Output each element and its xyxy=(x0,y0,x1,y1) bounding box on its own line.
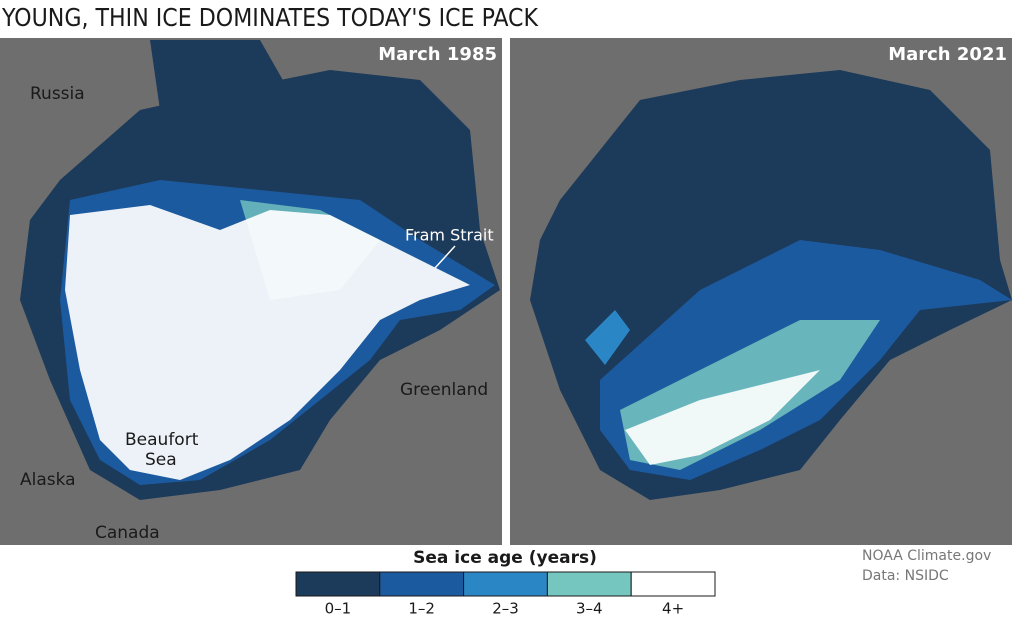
legend-title: Sea ice age (years) xyxy=(413,548,597,568)
legend-label: 1–2 xyxy=(408,600,435,618)
place-label: Alaska xyxy=(20,470,76,490)
legend-swatch xyxy=(379,571,465,597)
ice-4-plus xyxy=(65,205,470,480)
ice-2-3 xyxy=(585,310,630,365)
legend-label: 2–3 xyxy=(492,600,519,618)
place-label: Russia xyxy=(30,84,85,104)
map-1985: Russia Fram Strait Greenland Beaufort Se… xyxy=(0,38,502,545)
credit: Data: NSIDC xyxy=(862,568,949,584)
legend-swatch xyxy=(546,571,632,597)
legend-swatch xyxy=(630,571,716,597)
ice-4-plus xyxy=(625,370,820,465)
legend-label: 4+ xyxy=(662,600,684,618)
legend-swatch xyxy=(463,571,548,597)
place-label: Beaufort xyxy=(125,430,199,450)
place-label: Sea xyxy=(145,450,177,470)
legend: Sea ice age (years) 0–1 1–2 2–3 3–4 4+ xyxy=(295,548,716,618)
map-2021: March 2021 xyxy=(510,38,1012,545)
panel-label: March 1985 xyxy=(378,44,497,65)
panel-label: March 2021 xyxy=(888,44,1007,65)
pointer xyxy=(434,245,456,269)
place-label: Greenland xyxy=(400,380,488,400)
credit: NOAA Climate.gov xyxy=(862,548,991,564)
place-label: Canada xyxy=(95,523,160,543)
title: YOUNG, THIN ICE DOMINATES TODAY'S ICE PA… xyxy=(1,3,539,32)
legend-label: 3–4 xyxy=(576,600,603,618)
legend-swatch xyxy=(295,571,381,597)
place-label: Fram Strait xyxy=(405,226,494,245)
ocean xyxy=(150,40,300,120)
legend-label: 0–1 xyxy=(325,600,352,618)
